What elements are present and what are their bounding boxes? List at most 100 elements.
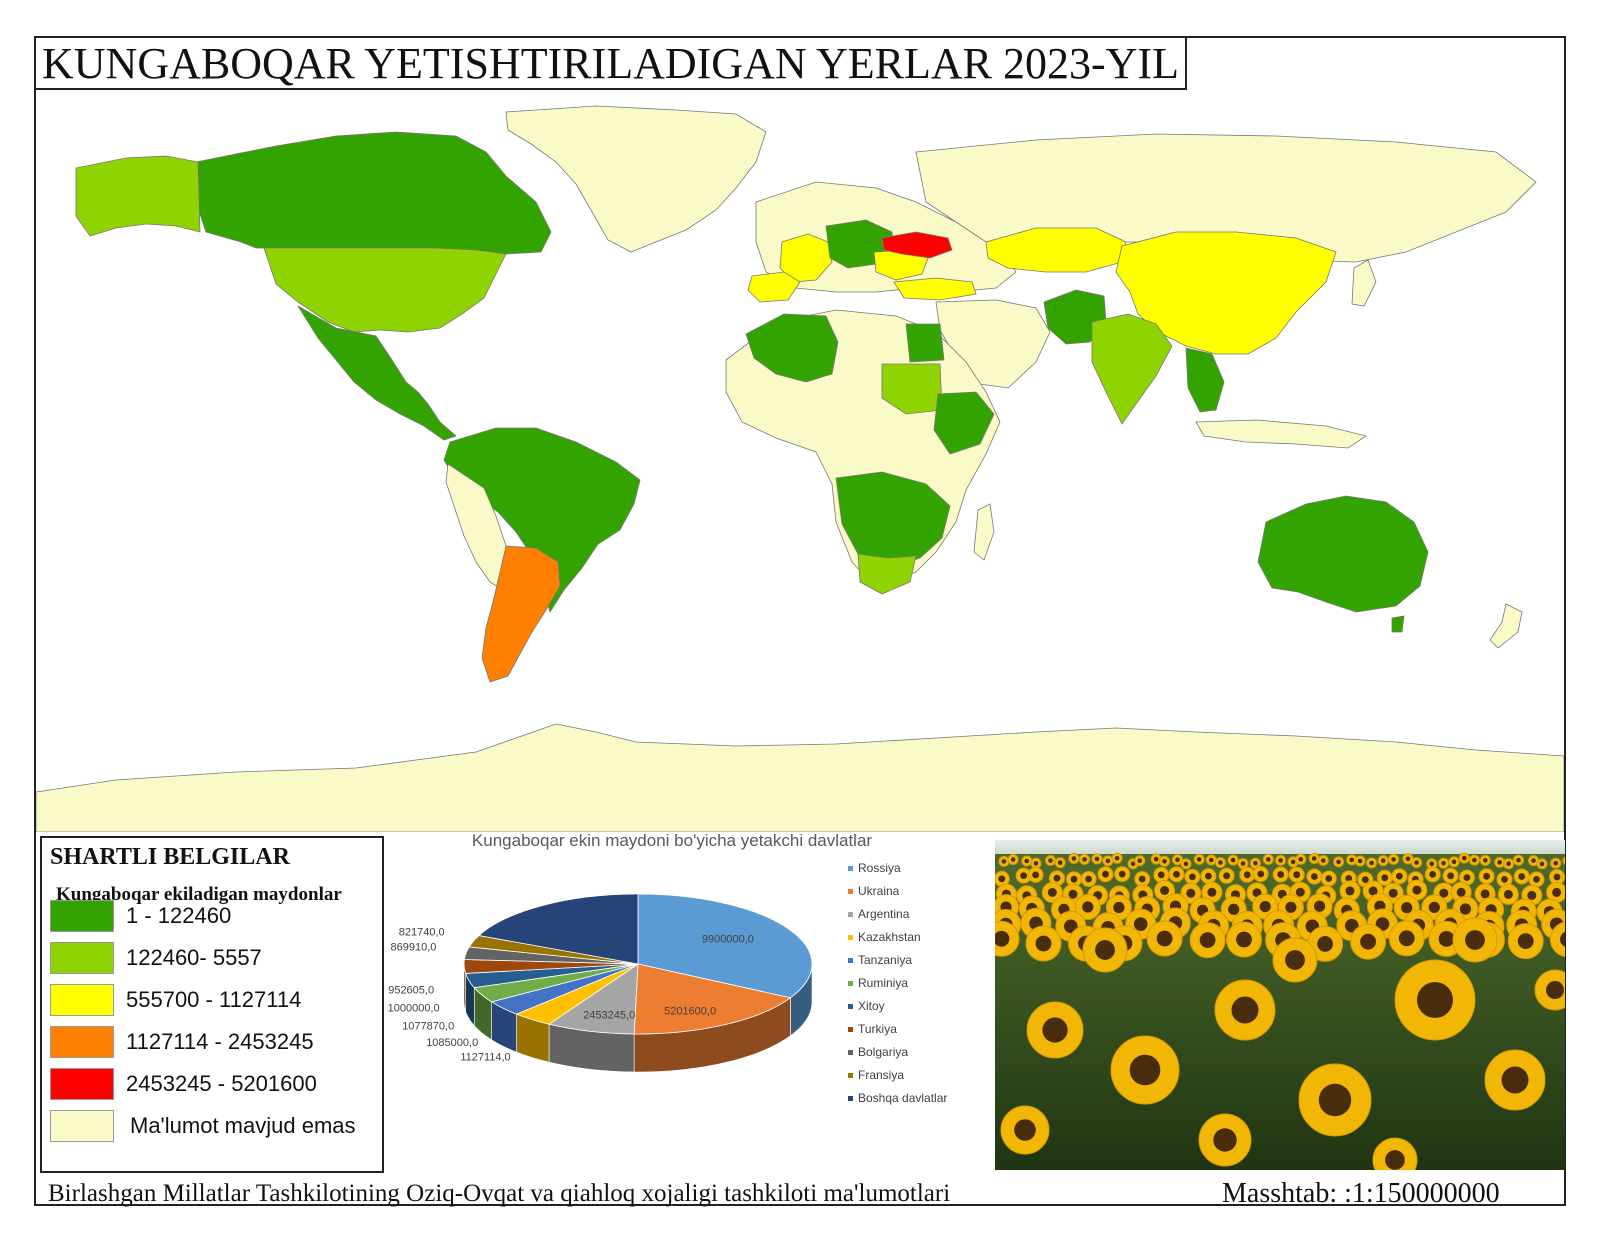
sunflower-center <box>1223 872 1230 880</box>
alaska <box>75 155 201 237</box>
sunflower-center <box>1033 861 1039 866</box>
se-asia <box>1185 347 1225 413</box>
sunflower-center <box>1032 871 1039 879</box>
chart-legend-marker <box>848 866 853 871</box>
legend-swatch <box>50 984 114 1016</box>
sunflower-center <box>1082 857 1087 862</box>
sunflower-center <box>1113 901 1125 914</box>
sunflower-center <box>1483 872 1490 880</box>
sunflower-center <box>1293 871 1301 879</box>
sunflower-center <box>1240 861 1246 866</box>
sunflower-center <box>1472 857 1477 863</box>
sunflower-petals <box>1562 856 1565 866</box>
sunflower-center <box>1360 933 1376 950</box>
legend-label: 1 - 122460 <box>126 903 232 928</box>
sunflower-center <box>1527 890 1537 900</box>
madagascar <box>973 503 995 561</box>
greenland <box>505 105 767 253</box>
sunflower-center <box>1102 870 1109 878</box>
chart-legend-marker <box>848 1004 853 1009</box>
sunflower-center <box>1412 885 1422 895</box>
sunflower-center <box>1137 858 1142 863</box>
sunflower-center <box>1082 901 1094 913</box>
sunflower-center <box>1290 859 1296 865</box>
map-scale: Masshtab: :1:150000000 <box>1222 1178 1500 1209</box>
sunflower-center <box>1205 872 1212 880</box>
chart-legend-label: Ruminiya <box>858 976 908 990</box>
pie-data-label: 1077870,0 <box>402 1021 454 1033</box>
sunflower-center <box>1259 901 1271 913</box>
sunflower-center <box>1553 860 1558 866</box>
sunflower-center <box>1218 860 1223 865</box>
argentina <box>481 545 561 683</box>
sunflower-center <box>1266 857 1271 862</box>
usa <box>263 247 507 333</box>
chart-legend-label: Rossiya <box>858 861 901 875</box>
chart-title: Kungaboqar ekin maydoni bo'yicha yetakch… <box>472 834 872 850</box>
sunflower-center <box>1361 876 1369 883</box>
pie-data-label: 9900000,0 <box>702 934 754 946</box>
sunflower-center <box>1252 888 1262 898</box>
sunflower-center <box>1429 861 1434 867</box>
legend-label: 1127114 - 2453245 <box>126 1029 314 1054</box>
australia <box>1257 495 1429 613</box>
sunflower-center <box>1483 858 1488 863</box>
sunflower-center <box>1295 887 1305 897</box>
chart-legend-marker <box>848 981 853 986</box>
sunflower-center <box>1369 860 1374 866</box>
chart-legend-label: Boshqa davlatlar <box>858 1091 947 1105</box>
pie-data-label: 821740,0 <box>399 926 445 938</box>
sunflower-center <box>1057 860 1063 865</box>
sunflower-field-photo <box>995 840 1565 1170</box>
chart-legend-label: Tanzaniya <box>858 953 912 967</box>
sunflower-center <box>1396 872 1403 880</box>
pie-slice-rossiya <box>637 893 813 999</box>
sunflower-center <box>1085 875 1092 883</box>
sunflower-center <box>1035 935 1052 952</box>
pie-data-label: 1127114,0 <box>460 1051 510 1063</box>
sunflower-center <box>1199 932 1216 948</box>
sunflower-center <box>1503 889 1513 899</box>
sunflower-center <box>1070 875 1078 883</box>
legend-swatch <box>50 1110 114 1142</box>
mexico <box>297 305 457 441</box>
sunflower-center <box>1207 887 1217 897</box>
sunflower-center <box>1175 857 1180 862</box>
chart-legend-marker <box>848 1027 853 1032</box>
sunflower-center <box>1462 855 1467 861</box>
pie-slice-boshqa-davlatlar <box>478 893 639 965</box>
sunflower-center <box>1546 981 1564 999</box>
turkey <box>893 277 977 301</box>
pie-data-label: 2453245,0 <box>583 1009 635 1021</box>
sunflower-center <box>1173 870 1180 878</box>
spain <box>747 271 801 303</box>
chart-legend-marker <box>848 1096 853 1101</box>
sunflower-center <box>1311 873 1318 880</box>
ukraine <box>881 231 953 259</box>
sunflower-center <box>1068 889 1078 899</box>
chart-legend-marker <box>848 935 853 940</box>
sunflower-center <box>1314 900 1326 912</box>
sunflower-center <box>1501 876 1508 883</box>
chart-legend-label: Argentina <box>858 907 910 921</box>
sunflower-center <box>1183 861 1189 867</box>
india <box>1091 313 1173 425</box>
legend: SHARTLI BELGILAR Kungaboqar ekiladigan m… <box>40 836 384 1173</box>
sunflower-center <box>1345 875 1353 882</box>
chart-legend-label: Turkiya <box>858 1022 897 1036</box>
chart-legend-label: Kazakhstan <box>858 930 921 944</box>
sunflower-center <box>1429 871 1437 878</box>
sunflower-center <box>1336 859 1341 865</box>
legend-label: 2453245 - 5201600 <box>126 1071 317 1096</box>
southern-africa <box>835 471 951 569</box>
kazakhstan <box>985 227 1127 273</box>
chart-legend-label: Ukraina <box>858 884 900 898</box>
sunflower-center <box>1257 870 1265 878</box>
sunflower-center <box>1539 861 1545 867</box>
sunflower-center <box>1053 874 1061 882</box>
chart-legend-marker <box>848 1050 853 1055</box>
sunflower-center <box>1230 857 1236 863</box>
sunflower-center <box>1253 861 1258 866</box>
sunflower-center <box>1285 901 1297 913</box>
sunflower-center <box>1236 931 1252 948</box>
